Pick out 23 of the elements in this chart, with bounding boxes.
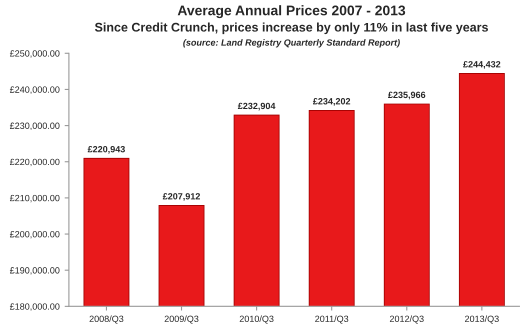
x-tick-label: 2009/Q3 bbox=[164, 315, 198, 324]
y-tick-label: £250,000.00 bbox=[10, 50, 60, 58]
x-tick-label: 2011/Q3 bbox=[315, 315, 348, 324]
chart-subtitle: Since Credit Crunch, prices increase by only 11% in last five years bbox=[94, 22, 488, 34]
y-tick-label: £240,000.00 bbox=[10, 86, 60, 94]
y-tick-label: £200,000.00 bbox=[10, 231, 60, 238]
y-tick-label: £180,000.00 bbox=[10, 303, 60, 311]
text: (source: Land Registry Quarterly Standard Report) bbox=[183, 39, 400, 48]
data-label: £232,904 bbox=[238, 102, 276, 110]
x-tick-label: 2010/Q3 bbox=[240, 315, 274, 324]
x-tick-label: 2013/Q3 bbox=[464, 315, 499, 324]
y-tick-label: £230,000.00 bbox=[10, 122, 60, 130]
data-label: £207,912 bbox=[162, 193, 200, 201]
data-label: £244,432 bbox=[463, 61, 500, 69]
data-label: £235,966 bbox=[388, 92, 426, 100]
data-label: £220,943 bbox=[88, 146, 125, 154]
y-tick-label: £210,000.00 bbox=[10, 194, 60, 202]
x-tick-label: 2008/Q3 bbox=[90, 315, 124, 324]
data-label: £234,202 bbox=[312, 98, 350, 106]
y-tick-label: £220,000.00 bbox=[10, 158, 60, 166]
y-tick-label: £190,000.00 bbox=[10, 267, 60, 275]
x-tick-label: 2012/Q3 bbox=[390, 315, 424, 324]
chart-title: Average Annual Prices 2007 - 2013 bbox=[178, 5, 406, 18]
